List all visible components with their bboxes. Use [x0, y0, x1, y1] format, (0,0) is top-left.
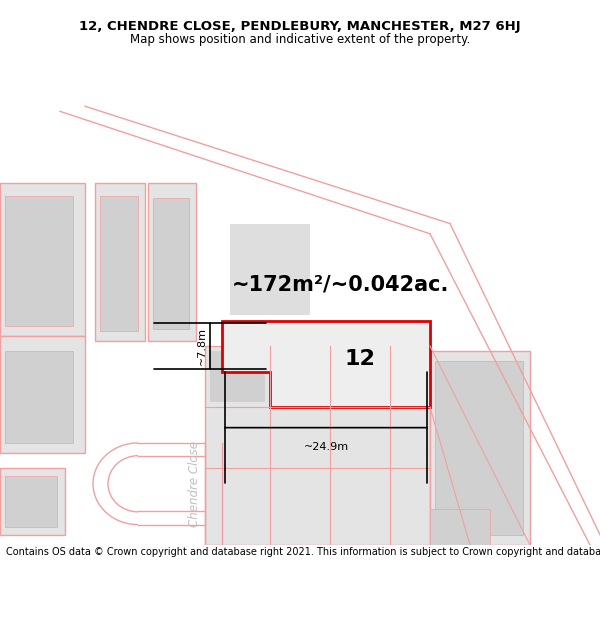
Text: ~7.8m: ~7.8m	[197, 327, 207, 365]
Text: ~24.9m: ~24.9m	[304, 442, 349, 452]
Bar	[100, 196, 138, 331]
Bar	[333, 351, 385, 402]
Bar	[430, 351, 530, 545]
Bar	[153, 198, 189, 329]
Bar	[393, 351, 425, 402]
Bar	[148, 182, 196, 341]
Bar	[205, 346, 430, 545]
Bar	[5, 476, 57, 527]
Text: 12, CHENDRE CLOSE, PENDLEBURY, MANCHESTER, M27 6HJ: 12, CHENDRE CLOSE, PENDLEBURY, MANCHESTE…	[79, 21, 521, 33]
Bar	[435, 361, 523, 535]
Text: Contains OS data © Crown copyright and database right 2021. This information is : Contains OS data © Crown copyright and d…	[6, 547, 600, 557]
Text: Map shows position and indicative extent of the property.: Map shows position and indicative extent…	[130, 34, 470, 46]
Bar	[95, 182, 145, 341]
Bar	[0, 469, 65, 535]
Bar	[0, 336, 85, 453]
Text: Chendre Close: Chendre Close	[188, 441, 202, 527]
Polygon shape	[222, 321, 430, 408]
Bar	[230, 224, 310, 316]
Bar	[273, 351, 325, 402]
Text: 12: 12	[344, 349, 376, 369]
Bar	[210, 351, 265, 402]
Bar	[0, 182, 85, 336]
Bar	[5, 196, 73, 326]
Bar	[5, 351, 73, 443]
Text: ~172m²/~0.042ac.: ~172m²/~0.042ac.	[232, 275, 449, 295]
Bar	[430, 509, 490, 545]
